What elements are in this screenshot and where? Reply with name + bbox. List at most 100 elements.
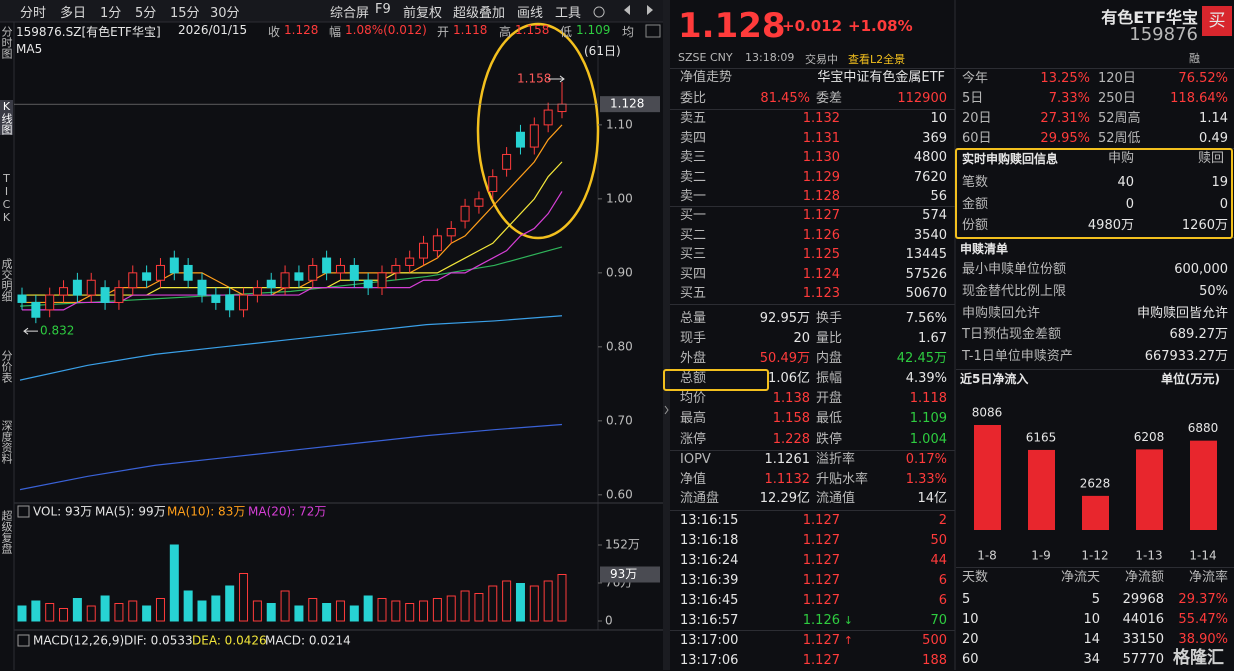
col-head: 净流额: [1124, 570, 1164, 585]
trade-time: 13:16:57: [680, 613, 739, 628]
tool-button[interactable]: 前复权: [403, 6, 443, 21]
label: T-1日单位申赎资产: [962, 349, 1073, 365]
buy-button[interactable]: 买: [1202, 6, 1232, 36]
info-low-label: 低: [560, 25, 573, 39]
period-tab[interactable]: 分时: [20, 6, 47, 21]
settings-icon[interactable]: [593, 6, 605, 18]
candle-body: [239, 294, 249, 311]
fund-code: 159876: [1129, 24, 1198, 45]
inflow-bar: [1136, 449, 1163, 530]
label: 溢折率: [816, 452, 856, 467]
volume-bar: [557, 574, 567, 622]
candle-body: [515, 131, 525, 148]
trade-price: 1.127: [802, 513, 840, 528]
inflow-category: 1-9: [1031, 549, 1051, 563]
candle-body: [377, 272, 387, 289]
nav-icons[interactable]: [624, 5, 653, 15]
side-tab[interactable]: 分价表: [0, 350, 13, 383]
period-tab[interactable]: 多日: [60, 6, 87, 21]
volume-bar: [432, 598, 442, 622]
candle-body: [308, 264, 318, 281]
macd-legend: DEA: 0.0426: [192, 634, 267, 648]
volume-bar: [45, 603, 55, 622]
period-tab[interactable]: 15分: [170, 6, 200, 21]
inflow-value: 8086: [972, 406, 1003, 420]
volume-bar: [128, 600, 138, 622]
period-tab[interactable]: 30分: [210, 6, 240, 21]
nav-label: 净值走势: [680, 70, 733, 85]
period-label: (61日): [584, 44, 621, 58]
col-head: 赎回: [1197, 151, 1224, 166]
col-head: 申购: [1107, 151, 1134, 166]
trade-volume: 6: [938, 573, 947, 588]
ask-row: 卖四 1.131 369: [670, 129, 955, 149]
candle-body: [183, 264, 193, 281]
candle-body: [197, 279, 207, 296]
tool-button[interactable]: F9: [375, 2, 391, 17]
volume-bar: [419, 600, 429, 622]
value: 1.06亿: [768, 371, 810, 386]
inflow-value: 6880: [1188, 421, 1219, 435]
separator: [670, 630, 955, 631]
vol-legend: MA(5): 99万: [95, 505, 166, 519]
volume-bar: [183, 590, 193, 622]
y-tick-label: 0.70: [606, 413, 633, 427]
cell: 14: [1083, 632, 1100, 647]
quote-status: 交易中: [805, 53, 838, 66]
menu-icon[interactable]: [645, 24, 661, 38]
trade-price: 1.127: [802, 653, 840, 668]
stat-row: 现手 20 量比 1.67: [670, 329, 955, 349]
volume: 4800: [913, 150, 947, 165]
side-tab[interactable]: 分时图: [0, 26, 13, 59]
y-tick-label: 1.00: [606, 191, 633, 205]
info-open-label: 开: [437, 25, 450, 39]
trade-price: 1.127: [802, 633, 840, 648]
cell: 55.47%: [1178, 612, 1228, 627]
level: 卖五: [680, 111, 707, 126]
candle-body: [114, 287, 124, 303]
volume: 13445: [905, 247, 947, 262]
creation-row: 笔数 40 19: [956, 173, 1234, 193]
section-title: 实时申购赎回信息: [962, 152, 1059, 166]
perf-row: 20日 27.31% 52周高 1.14: [956, 109, 1234, 129]
tool-button[interactable]: 画线: [517, 6, 544, 21]
value: 1.118: [909, 391, 947, 406]
label: 净值: [680, 472, 707, 487]
info-open: 1.118: [453, 23, 488, 37]
tool-button[interactable]: 综合屏: [330, 6, 370, 21]
candle-body: [488, 176, 498, 192]
volume-bar: [114, 603, 124, 622]
candle-body: [391, 264, 401, 274]
tool-button[interactable]: 超级叠加: [453, 6, 506, 21]
trade-time: 13:16:15: [680, 513, 739, 528]
volume-bar: [142, 605, 152, 622]
splitter[interactable]: [663, 0, 670, 670]
y-tick-label: 1.10: [606, 117, 633, 131]
side-tab[interactable]: 超级复盘: [0, 510, 13, 554]
cell: 5: [962, 592, 971, 607]
volume-bar: [197, 600, 207, 622]
volume: 56: [930, 189, 947, 204]
info-close: 1.128: [284, 23, 319, 37]
side-tab[interactable]: 成交明细: [0, 258, 13, 302]
side-tab[interactable]: TICK: [0, 172, 13, 224]
price: 1.131: [802, 130, 840, 146]
price: 1.129: [802, 169, 840, 185]
side-tab[interactable]: K线图: [0, 100, 13, 135]
creation-row: 份额 4980万 1260万: [956, 216, 1234, 236]
inflow-category: 1-12: [1081, 549, 1108, 563]
cell: 44016: [1122, 612, 1164, 627]
order-ratio-row: 委比 81.45% 委差 112900: [670, 89, 955, 109]
quote-pct: +1.08%: [848, 17, 913, 35]
splitter-arrow[interactable]: [664, 405, 669, 415]
volume-bar: [72, 598, 82, 622]
tool-button[interactable]: 工具: [555, 6, 582, 21]
highlight-ellipse: [476, 22, 600, 240]
period-tab[interactable]: 5分: [135, 6, 157, 21]
high-arrow: [548, 75, 565, 83]
side-tab[interactable]: 深度资料: [0, 420, 13, 464]
list-row: 最小申赎单位份额 600,000: [956, 260, 1234, 280]
trade-time: 13:16:45: [680, 593, 739, 608]
period-tab[interactable]: 1分: [100, 6, 122, 21]
